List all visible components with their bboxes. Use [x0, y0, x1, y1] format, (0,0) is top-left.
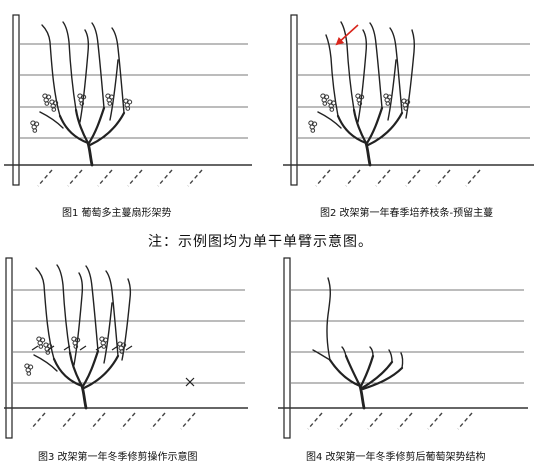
- figure-4-caption: 图4 改架第一年冬季修剪后葡萄架势结构: [306, 452, 486, 463]
- ground-hatch: [37, 169, 203, 187]
- vine-plant: [308, 21, 416, 167]
- vine-plant: [312, 277, 404, 410]
- vine-plant: [24, 264, 132, 410]
- ground-hatch: [315, 169, 481, 187]
- figure-2-caption: 图2 改架第一年春季培养枝条-预留主蔓: [320, 208, 494, 219]
- trellis-post: [5, 257, 13, 439]
- figure-note: 注：示例图均为单干单臂示意图。: [148, 234, 373, 250]
- panel-1-drawing: [4, 14, 252, 187]
- remove-cross-mark: [185, 377, 195, 387]
- trellis-post: [283, 257, 291, 439]
- panel-2-drawing: [283, 14, 534, 187]
- panel-3-drawing: [4, 257, 248, 439]
- trellis-post: [12, 14, 20, 186]
- ground-hatch: [307, 412, 473, 430]
- pruning-cut-marks: [31, 345, 133, 351]
- figure-1-caption: 图1 葡萄多主蔓扇形架势: [62, 208, 172, 219]
- trellis-post: [290, 14, 298, 186]
- red-arrow: [335, 24, 359, 46]
- panel-4-drawing: [278, 257, 528, 439]
- figure-3-caption: 图3 改架第一年冬季修剪操作示意图: [38, 452, 198, 463]
- ground-hatch: [30, 412, 196, 430]
- vine-plant: [30, 21, 133, 167]
